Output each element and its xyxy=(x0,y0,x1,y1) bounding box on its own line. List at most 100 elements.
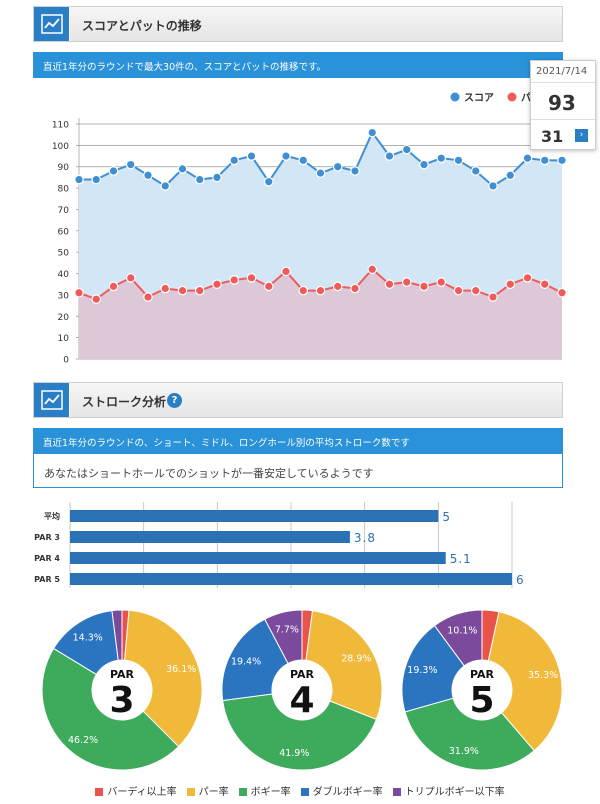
legend-label: ボギー率 xyxy=(250,787,291,798)
score-point xyxy=(436,153,447,163)
chevron-right-icon[interactable]: › xyxy=(575,129,588,142)
putt-point xyxy=(160,283,171,294)
stroke-bar xyxy=(70,552,446,564)
section-description: 直近1年分のラウンドの、ショート、ミドル、ロングホール別の平均ストローク数です xyxy=(33,428,563,454)
slice-value-label: 31.9% xyxy=(449,746,479,757)
slice-value-label: 41.9% xyxy=(279,748,309,759)
putt-point xyxy=(263,281,274,292)
legend-item: ボギー率 xyxy=(238,783,291,798)
score-point xyxy=(194,174,205,185)
y-tick-label: 0 xyxy=(63,356,69,366)
putt-point xyxy=(505,279,516,290)
legend-item: パー率 xyxy=(186,783,229,798)
putt-point xyxy=(143,292,153,302)
y-tick-label: 60 xyxy=(58,227,70,237)
donut-title-small: PAR xyxy=(290,668,315,681)
y-tick-label: 50 xyxy=(58,249,70,259)
putt-point xyxy=(91,294,102,304)
legend-label: パー率 xyxy=(198,787,229,798)
legend-marker xyxy=(450,92,460,102)
slice-value-label: 35.3% xyxy=(528,670,558,681)
putt-point xyxy=(539,279,550,290)
putt-point xyxy=(350,283,360,294)
y-tick-label: 40 xyxy=(58,270,70,280)
donut-hole xyxy=(92,660,152,720)
score-point xyxy=(401,144,412,155)
putt-point xyxy=(453,285,464,296)
score-point xyxy=(263,176,274,187)
donut-hole xyxy=(272,660,332,720)
putt-point xyxy=(281,266,291,277)
slice-value-label: 7.7% xyxy=(275,624,299,635)
bar-value-label: 5 xyxy=(442,510,451,524)
bar-category-label: 平均 xyxy=(44,511,60,521)
putt-point xyxy=(488,292,498,302)
score-point xyxy=(315,168,326,178)
putt-point xyxy=(557,287,567,298)
score-point xyxy=(74,174,84,185)
putt-point xyxy=(74,287,84,298)
score-point xyxy=(332,161,343,172)
bar-value-label: 3.8 xyxy=(354,531,376,545)
putt-point xyxy=(332,281,343,292)
score-point xyxy=(212,172,222,183)
section-description: 直近1年分のラウンドで最大30件の、スコアとパットの推移です。 xyxy=(33,52,563,78)
putt-point xyxy=(246,273,257,283)
y-tick-label: 70 xyxy=(58,206,70,216)
donut-title-big: 4 xyxy=(289,680,314,721)
score-point xyxy=(229,155,240,166)
putt-point xyxy=(125,273,136,283)
stroke-bar xyxy=(70,531,350,543)
data-point-tooltip: 2021/7/14 93 31 › xyxy=(530,60,596,150)
legend-item: バーディ以上率 xyxy=(95,783,177,798)
slice-value-label: 10.1% xyxy=(447,626,477,637)
score-point xyxy=(143,170,153,181)
putt-point xyxy=(367,264,378,275)
legend-swatch xyxy=(186,788,195,796)
score-point xyxy=(298,155,309,166)
legend-swatch xyxy=(392,788,401,796)
chart-icon xyxy=(34,7,70,41)
putt-point xyxy=(401,277,412,287)
y-tick-label: 30 xyxy=(58,291,70,301)
score-point xyxy=(539,155,550,166)
legend-marker xyxy=(507,92,517,102)
putt-point xyxy=(108,281,119,292)
bar-value-label: 5.1 xyxy=(450,552,472,566)
putt-point xyxy=(177,285,188,296)
score-point xyxy=(470,166,481,176)
score-point xyxy=(108,166,119,176)
y-tick-label: 100 xyxy=(52,142,69,152)
y-tick-label: 10 xyxy=(58,334,70,344)
putt-point xyxy=(298,285,309,296)
slice-value-label: 14.3% xyxy=(73,633,103,644)
tooltip-score: 93 xyxy=(548,91,576,115)
score-point xyxy=(557,155,567,166)
putt-point xyxy=(194,285,205,296)
legend-item: トリプルボギー以下率 xyxy=(392,783,505,798)
score-point xyxy=(350,166,360,176)
slice-value-label: 19.4% xyxy=(231,657,261,668)
legend-label: ダブルボギー率 xyxy=(312,787,383,798)
putt-point xyxy=(315,285,326,296)
tooltip-putt: 31 xyxy=(541,127,564,146)
putt-point xyxy=(419,281,429,292)
bar-value-label: 6 xyxy=(516,573,525,587)
score-point xyxy=(125,159,136,170)
slice-value-label: 46.2% xyxy=(68,735,98,746)
tooltip-divider xyxy=(531,119,595,120)
donut-title-big: 5 xyxy=(469,680,494,721)
help-icon[interactable]: ? xyxy=(167,393,182,408)
bar-category-label: PAR 3 xyxy=(34,533,60,542)
score-point xyxy=(91,174,102,185)
score-point xyxy=(384,151,395,161)
pie-legend: バーディ以上率 パー率 ボギー率 ダブルボギー率 トリプルボギー以下率 xyxy=(0,783,600,799)
legend-swatch xyxy=(238,788,247,796)
slice-value-label: 36.1% xyxy=(166,664,196,675)
analysis-note: あなたはショートホールでのショットが一番安定しているようです xyxy=(33,454,563,488)
score-point xyxy=(522,153,533,163)
section-title: ストローク分析 xyxy=(82,395,167,409)
